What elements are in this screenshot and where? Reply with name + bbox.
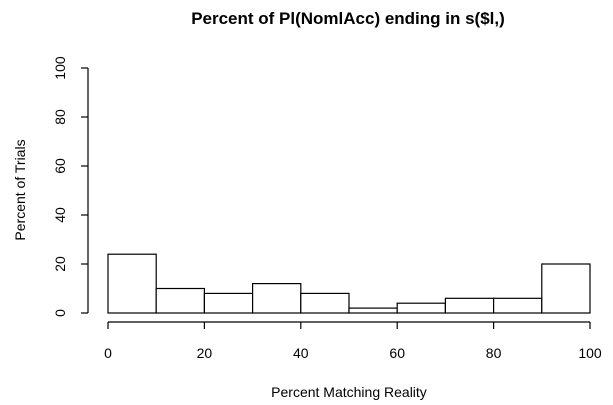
y-axis-label: Percent of Trials bbox=[12, 139, 28, 240]
x-axis-label: Percent Matching Reality bbox=[271, 384, 427, 400]
y-axis: 0 20 40 60 80 100 bbox=[52, 56, 89, 317]
y-tick-label: 100 bbox=[52, 56, 68, 80]
x-tick-label: 40 bbox=[293, 345, 309, 361]
histogram-bar bbox=[300, 292, 350, 314]
y-tick-label: 60 bbox=[52, 158, 68, 174]
x-tick-label: 0 bbox=[104, 345, 112, 361]
x-tick-label: 100 bbox=[578, 345, 602, 361]
y-tick-label: 80 bbox=[52, 109, 68, 125]
histogram-bar bbox=[252, 283, 302, 314]
x-tick-label: 20 bbox=[197, 345, 213, 361]
histogram-bar bbox=[203, 292, 254, 314]
y-tick-label: 20 bbox=[52, 256, 68, 272]
histogram-bar bbox=[541, 263, 591, 314]
histogram-bar bbox=[107, 253, 157, 314]
y-tick-label: 40 bbox=[52, 207, 68, 223]
x-tick-label: 60 bbox=[389, 345, 405, 361]
bars bbox=[107, 253, 591, 314]
x-tick-label: 80 bbox=[486, 345, 502, 361]
histogram-bar bbox=[396, 302, 447, 314]
histogram-bar bbox=[155, 287, 205, 314]
histogram-bar bbox=[348, 307, 398, 314]
histogram-bar bbox=[493, 297, 543, 314]
y-tick-label: 0 bbox=[52, 309, 68, 317]
x-axis: 0 20 40 60 80 100 bbox=[104, 321, 602, 361]
chart-title: Percent of Pl(NomlAcc) ending in s($l,) bbox=[191, 9, 505, 28]
histogram-bar bbox=[444, 297, 495, 314]
